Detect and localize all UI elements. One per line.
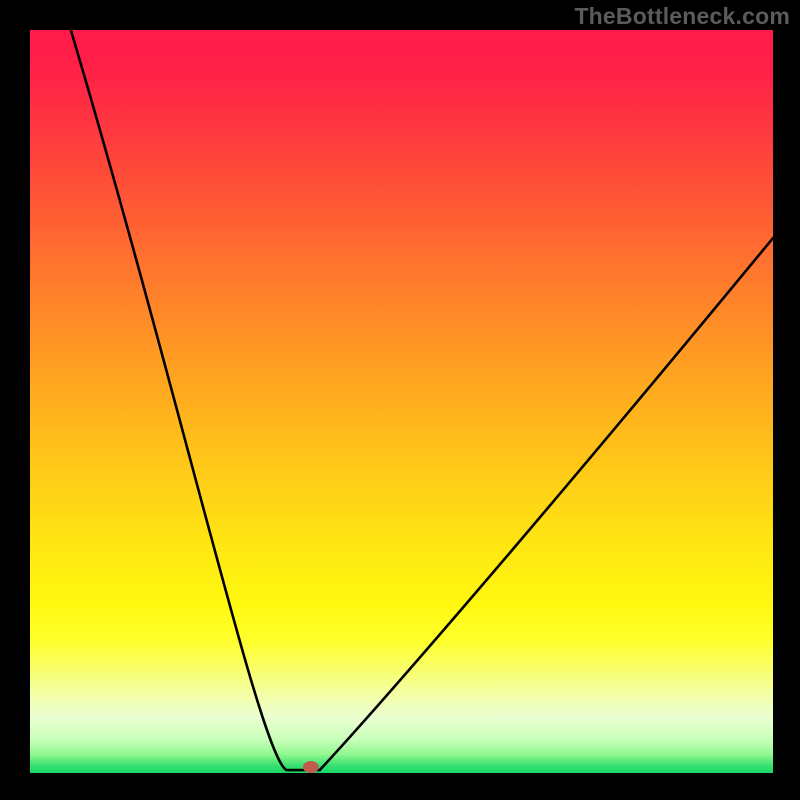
bottleneck-curve — [30, 30, 773, 773]
curve-path — [71, 30, 773, 770]
min-marker — [303, 761, 319, 773]
plot-area — [30, 30, 773, 773]
watermark-text: TheBottleneck.com — [574, 3, 790, 30]
